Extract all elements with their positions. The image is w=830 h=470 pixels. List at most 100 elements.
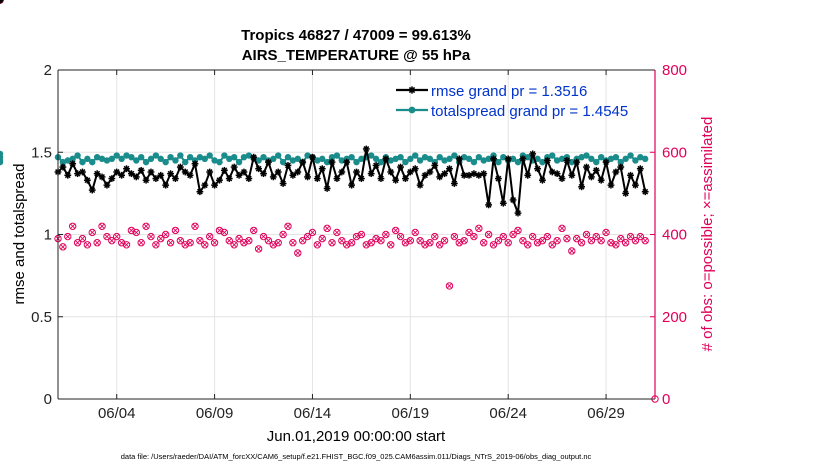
rmse-point bbox=[382, 155, 390, 163]
rmse-point bbox=[284, 162, 292, 169]
obs-assimilated-marker bbox=[133, 229, 139, 236]
obs-possible-marker bbox=[303, 232, 312, 241]
legend-item-totalspread: totalspread grand pr = 1.4545 bbox=[396, 103, 628, 120]
rmse-marker-stroke bbox=[441, 170, 448, 177]
obs-possible-marker bbox=[548, 241, 556, 249]
totalspread-point bbox=[182, 158, 189, 166]
obs-assimilated-marker bbox=[510, 231, 516, 238]
obs-assimilated-marker bbox=[172, 227, 179, 234]
obs-possible-marker bbox=[196, 236, 204, 245]
obs-assimilated-marker bbox=[461, 238, 467, 244]
rmse-marker-stroke bbox=[255, 165, 262, 172]
totalspread-point bbox=[397, 153, 404, 161]
obs-assimilated-marker bbox=[319, 235, 325, 242]
rmse-marker-stroke bbox=[245, 175, 252, 182]
obs-possible-marker bbox=[122, 241, 131, 249]
rmse-marker-stroke bbox=[270, 173, 277, 180]
obs-count-point bbox=[558, 224, 566, 233]
rmse-point bbox=[568, 171, 576, 179]
rmse-marker-stroke bbox=[554, 170, 561, 177]
rmse-point bbox=[372, 162, 380, 169]
obs-possible-marker bbox=[470, 232, 478, 241]
obs-count-point bbox=[338, 236, 346, 245]
rmse-point bbox=[348, 181, 356, 189]
rmse-point bbox=[529, 150, 537, 158]
rmse-marker-stroke bbox=[265, 159, 272, 166]
totalspread-point bbox=[93, 153, 101, 161]
obs-assimilated-marker bbox=[265, 238, 272, 244]
rmse-point bbox=[357, 175, 365, 182]
obs-assimilated-marker bbox=[378, 238, 384, 244]
obs-count-point bbox=[382, 230, 390, 239]
obs-count-point bbox=[220, 228, 229, 237]
obs-count-point bbox=[64, 232, 72, 241]
obs-count-point bbox=[289, 239, 297, 247]
rmse-marker-stroke bbox=[162, 182, 169, 189]
obs-possible-marker bbox=[318, 234, 326, 243]
y2-tick-label: 600 bbox=[662, 144, 687, 161]
obs-count-point bbox=[416, 236, 424, 245]
rmse-point bbox=[152, 175, 160, 182]
obs-count-point bbox=[161, 230, 170, 239]
x-tick-label: 06/09 bbox=[196, 405, 234, 422]
obs-possible-marker bbox=[113, 232, 121, 241]
obs-possible-marker bbox=[88, 228, 96, 237]
obs-assimilated-marker bbox=[627, 233, 634, 240]
obs-count-point bbox=[73, 239, 82, 247]
obs-possible-marker bbox=[411, 228, 419, 237]
rmse-marker-stroke bbox=[617, 164, 624, 170]
totalspread-point bbox=[275, 152, 282, 159]
rmse-marker-stroke bbox=[568, 172, 575, 179]
y2-tick-label: 0 bbox=[662, 391, 670, 408]
obs-assimilated-marker bbox=[554, 238, 560, 244]
obs-assimilated-marker bbox=[118, 240, 125, 246]
obs-possible-marker bbox=[98, 222, 106, 230]
y-tick-label: 1 bbox=[44, 227, 52, 244]
chart-subtitle: AIRS_TEMPERATURE @ 55 hPa bbox=[242, 47, 471, 64]
obs-assimilated-marker bbox=[520, 238, 526, 244]
obs-assimilated-marker bbox=[564, 235, 570, 242]
obs-assimilated-marker bbox=[481, 240, 487, 246]
obs-assimilated-marker bbox=[539, 238, 546, 244]
obs-count-point bbox=[450, 232, 459, 241]
obs-possible-marker bbox=[519, 236, 527, 245]
obs-possible-marker bbox=[528, 232, 537, 241]
obs-assimilated-marker bbox=[412, 229, 418, 236]
obs-count-point bbox=[245, 236, 253, 245]
totalspread-point bbox=[294, 155, 301, 163]
rmse-marker-stroke bbox=[236, 172, 242, 179]
obs-possible-marker bbox=[577, 239, 586, 247]
obs-possible-marker bbox=[538, 236, 547, 245]
rmse-point bbox=[333, 175, 341, 182]
obs-count-point bbox=[543, 232, 552, 241]
legend-item-rmse: rmse grand pr = 1.3516 bbox=[396, 83, 587, 100]
obs-assimilated-marker bbox=[383, 231, 389, 238]
totalspread-point bbox=[509, 155, 517, 163]
obs-count-point bbox=[323, 224, 331, 233]
y-tick-label: 2 bbox=[44, 62, 52, 79]
rmse-marker-stroke bbox=[495, 175, 502, 182]
rmse-marker-stroke bbox=[201, 182, 208, 189]
obs-possible-marker bbox=[382, 230, 390, 239]
obs-count-point bbox=[142, 222, 150, 230]
rmse-point bbox=[201, 181, 209, 189]
rmse-marker-stroke bbox=[397, 164, 404, 170]
obs-count-point bbox=[78, 234, 87, 243]
rmse-marker-stroke bbox=[118, 172, 125, 179]
totalspread-point bbox=[612, 153, 620, 161]
obs-count-point bbox=[514, 226, 522, 235]
obs-assimilated-marker bbox=[65, 233, 71, 240]
rmse-marker-stroke bbox=[64, 172, 71, 179]
rmse-point bbox=[504, 155, 512, 163]
totalspread-point bbox=[260, 153, 267, 161]
obs-count-point bbox=[318, 234, 326, 243]
rmse-point bbox=[534, 165, 541, 173]
totalspread-point bbox=[333, 152, 341, 159]
obs-assimilated-marker bbox=[495, 238, 502, 244]
rmse-point bbox=[563, 157, 571, 164]
obs-assimilated-marker bbox=[623, 240, 629, 246]
obs-assimilated-marker bbox=[486, 231, 492, 238]
rmse-point bbox=[225, 175, 233, 182]
rmse-marker-stroke bbox=[206, 169, 213, 175]
obs-assimilated-marker bbox=[476, 225, 482, 231]
